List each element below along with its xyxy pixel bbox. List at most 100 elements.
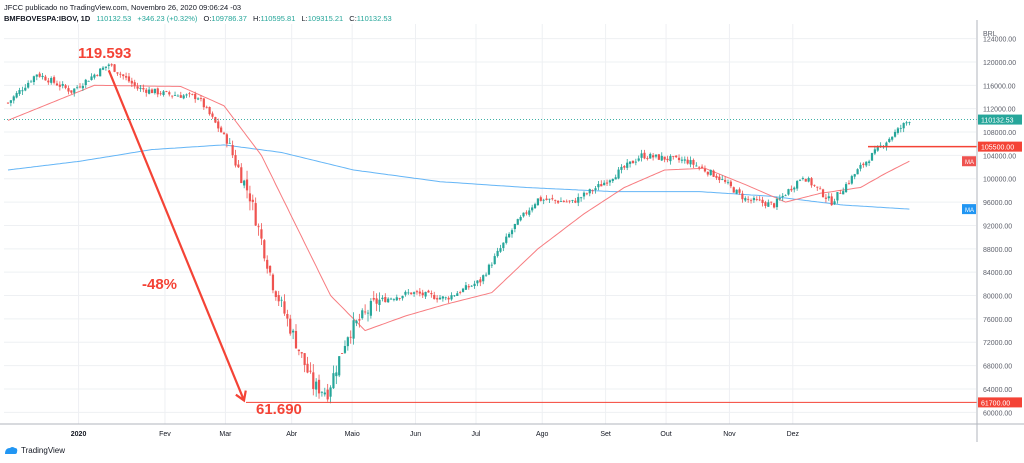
candle-body xyxy=(194,93,197,100)
candle-body xyxy=(634,161,637,163)
candle-body xyxy=(542,199,545,201)
candle-body xyxy=(582,192,586,197)
candle-body xyxy=(767,202,770,207)
candle-body xyxy=(240,167,243,184)
candle-body xyxy=(156,88,159,95)
candle-body xyxy=(61,84,64,86)
candle-body xyxy=(594,188,597,190)
ma-long-path xyxy=(7,144,910,210)
candles xyxy=(6,63,911,404)
candle-body xyxy=(585,193,588,195)
candle-body xyxy=(597,184,600,188)
candle-body xyxy=(856,169,859,175)
candle-body xyxy=(159,93,162,95)
candle-body xyxy=(533,204,537,209)
candle-body xyxy=(620,166,623,170)
candle-body xyxy=(162,91,165,95)
candle-body xyxy=(257,226,260,228)
candle-body xyxy=(29,81,33,83)
candle-body xyxy=(93,74,96,78)
candle-body xyxy=(81,85,84,89)
candle-body xyxy=(830,196,833,206)
candle-body xyxy=(421,292,424,296)
candle-body xyxy=(150,89,154,94)
candle-body xyxy=(729,181,732,187)
candle-body xyxy=(64,85,67,88)
candle-body xyxy=(519,217,522,221)
candle-body xyxy=(340,353,344,354)
candle-body xyxy=(888,138,891,142)
ma-short-line xyxy=(7,84,910,332)
candle-body xyxy=(222,132,226,134)
candle-body xyxy=(591,190,594,192)
candle-body xyxy=(395,297,398,301)
candle-body xyxy=(885,142,888,148)
low-label: L:109315.21 xyxy=(301,14,344,23)
candle-body xyxy=(266,259,269,269)
candle-body xyxy=(217,121,220,129)
candle-body xyxy=(430,293,433,295)
candle-body xyxy=(387,298,390,303)
candle-body xyxy=(522,212,525,217)
candle-body xyxy=(165,91,168,92)
candle-body xyxy=(568,200,571,202)
candle-body xyxy=(245,179,249,191)
candle-body xyxy=(381,297,384,300)
candle-body xyxy=(459,292,462,293)
candle-body xyxy=(280,299,283,301)
candle-body xyxy=(902,122,905,129)
candle-body xyxy=(738,189,741,193)
last-price-tag-bg xyxy=(978,114,1022,125)
candle-body xyxy=(562,200,565,202)
candle-body xyxy=(735,189,738,194)
candle-body xyxy=(436,298,439,300)
ma-long-badge-bg xyxy=(962,204,976,215)
candle-body xyxy=(268,265,272,273)
candle-body xyxy=(631,160,635,164)
candle-body xyxy=(706,171,709,175)
candle-body xyxy=(139,87,142,89)
candle-body xyxy=(41,75,44,78)
y-tick-label: 68000.00 xyxy=(983,364,1012,371)
candle-body xyxy=(692,159,695,165)
candle-body xyxy=(758,199,761,201)
candle-body xyxy=(18,90,21,94)
candle-body xyxy=(891,136,894,140)
candle-body xyxy=(225,134,228,144)
candle-body xyxy=(695,165,698,167)
candle-body xyxy=(398,298,401,299)
candle-body xyxy=(873,149,876,154)
candle-body xyxy=(211,113,214,117)
candle-body xyxy=(853,174,856,177)
candle-body xyxy=(787,189,790,195)
candle-body xyxy=(819,188,822,190)
candle-body xyxy=(447,297,450,300)
candle-body xyxy=(755,199,758,200)
candle-body xyxy=(571,199,574,201)
candle-body xyxy=(476,280,479,284)
candle-body xyxy=(646,158,649,159)
candle-body xyxy=(355,320,358,324)
candle-body xyxy=(27,82,30,88)
candle-body xyxy=(312,372,315,390)
close-value: 110132.53 xyxy=(356,14,392,23)
candle-body xyxy=(202,98,205,108)
candle-body xyxy=(320,391,324,393)
candle-body xyxy=(617,169,620,179)
x-tick-label: Ago xyxy=(536,431,549,438)
candle-body xyxy=(643,152,646,159)
ma-short-badge-bg xyxy=(962,156,976,167)
candle-body xyxy=(263,240,266,259)
candle-body xyxy=(44,76,47,81)
candle-body xyxy=(21,90,24,92)
y-tick-label: 96000.00 xyxy=(983,200,1012,207)
x-tick-label: Abr xyxy=(286,431,298,438)
candle-body xyxy=(228,142,231,144)
candle-body xyxy=(243,180,246,186)
candle-body xyxy=(412,292,416,294)
candle-body xyxy=(502,242,505,249)
candle-body xyxy=(899,127,902,129)
candle-body xyxy=(99,68,102,77)
axes: 60000.00 64000.00 68000.00 72000.00 76000.00… xyxy=(0,20,1024,442)
